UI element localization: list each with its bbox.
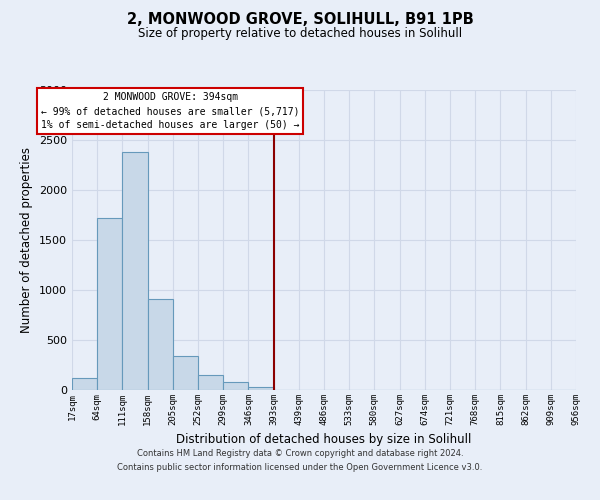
Y-axis label: Number of detached properties: Number of detached properties <box>20 147 34 333</box>
Bar <box>248 387 274 390</box>
Bar <box>72 378 97 390</box>
X-axis label: Distribution of detached houses by size in Solihull: Distribution of detached houses by size … <box>176 434 472 446</box>
Text: 2 MONWOOD GROVE: 394sqm
← 99% of detached houses are smaller (5,717)
1% of semi-: 2 MONWOOD GROVE: 394sqm ← 99% of detache… <box>41 92 299 130</box>
Text: 2, MONWOOD GROVE, SOLIHULL, B91 1PB: 2, MONWOOD GROVE, SOLIHULL, B91 1PB <box>127 12 473 28</box>
Bar <box>173 356 198 390</box>
Text: Contains HM Land Registry data © Crown copyright and database right 2024.: Contains HM Land Registry data © Crown c… <box>137 448 463 458</box>
Text: Contains public sector information licensed under the Open Government Licence v3: Contains public sector information licen… <box>118 464 482 472</box>
Text: Size of property relative to detached houses in Solihull: Size of property relative to detached ho… <box>138 28 462 40</box>
Bar <box>122 152 148 390</box>
Bar <box>198 375 223 390</box>
Bar <box>97 218 122 390</box>
Bar <box>223 382 248 390</box>
Bar <box>148 299 173 390</box>
